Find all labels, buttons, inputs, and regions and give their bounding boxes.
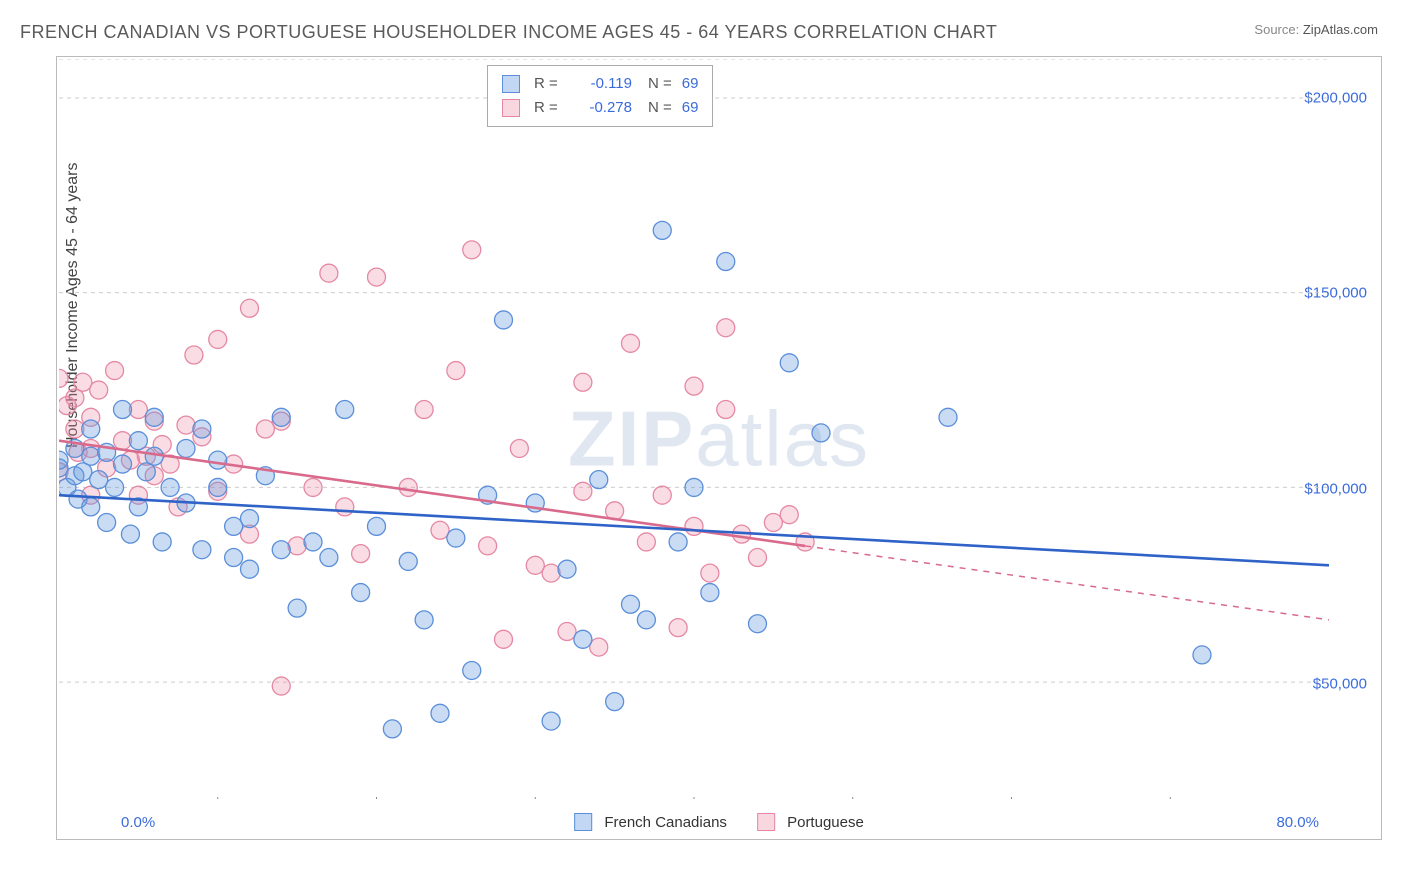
correlation-legend: R = -0.119 N = 69 R = -0.278 N = 69 [487,65,713,127]
x-min-label: 0.0% [121,814,155,831]
x-max-label: 80.0% [1276,814,1319,831]
swatch-blue-icon [574,813,592,831]
source-attribution: Source: ZipAtlas.com [1254,22,1378,37]
n-label: N = [648,72,672,96]
legend-item-pink: Portuguese [757,813,864,831]
chart-title: FRENCH CANADIAN VS PORTUGUESE HOUSEHOLDE… [20,22,997,43]
swatch-pink-icon [757,813,775,831]
legend-label-pink: Portuguese [787,814,864,831]
r-label2: R = [534,96,564,120]
n-label2: N = [648,96,672,120]
r-label: R = [534,72,564,96]
n-value-pink: 69 [682,96,699,120]
source-label: Source: [1254,22,1299,37]
series-legend: French Canadians Portuguese [574,813,864,831]
legend-row-blue: R = -0.119 N = 69 [502,72,698,96]
plot-svg [59,59,1329,799]
legend-label-blue: French Canadians [604,814,727,831]
legend-row-pink: R = -0.278 N = 69 [502,96,698,120]
legend-item-blue: French Canadians [574,813,727,831]
r-value-blue: -0.119 [570,72,632,96]
legend-swatch-pink [502,99,520,117]
r-value-pink: -0.278 [570,96,632,120]
source-value: ZipAtlas.com [1303,22,1378,37]
legend-swatch-blue [502,75,520,93]
chart-frame: Householder Income Ages 45 - 64 years ZI… [56,56,1382,840]
n-value-blue: 69 [682,72,699,96]
